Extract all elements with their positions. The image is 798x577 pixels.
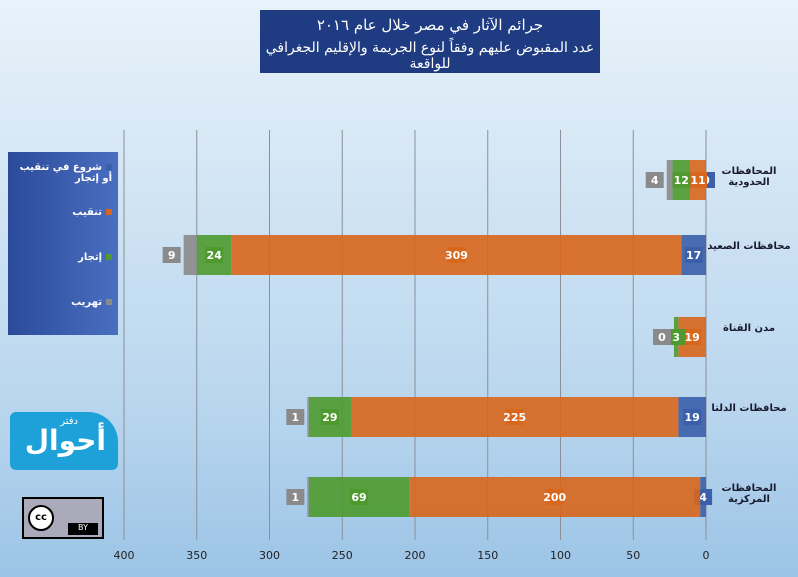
value-label-box <box>652 329 671 345</box>
category-label: محافظات الصعيد <box>707 241 791 252</box>
value-label: 12 <box>672 172 691 188</box>
value-label-text: 11 <box>690 174 705 187</box>
license-text: BY <box>68 523 98 535</box>
value-label-text: 200 <box>543 491 566 504</box>
value-label-text: 1 <box>292 411 300 424</box>
x-tick-label: 50 <box>626 549 640 562</box>
legend-swatch <box>106 254 112 260</box>
legend-label: تهريب <box>71 297 102 308</box>
value-label-text: 69 <box>351 491 366 504</box>
value-label-text: 19 <box>685 411 700 424</box>
value-label-text: 1 <box>292 491 300 504</box>
value-label-box <box>447 247 466 263</box>
logo-main: أحوال <box>24 424 106 457</box>
category-label: المحافظات الحدودية <box>721 166 777 188</box>
logo-small: دفتر <box>60 416 78 427</box>
value-label-box <box>286 409 305 425</box>
value-label-box <box>162 247 181 263</box>
legend-label: شروع في تنقيب أو إتجار <box>19 162 112 184</box>
value-label: 225 <box>503 409 526 425</box>
legend-swatch <box>106 209 112 215</box>
chart-title: جرائم الآثار في مصر خلال عام ٢٠١٦ <box>316 16 544 34</box>
value-label: 4 <box>645 172 664 188</box>
category-label: المحافظات المركزية <box>721 483 777 505</box>
value-label-box <box>205 247 224 263</box>
x-tick-label: 300 <box>259 549 280 562</box>
value-label-text: 309 <box>445 249 468 262</box>
bar-segment <box>307 477 309 517</box>
value-label: 1 <box>286 409 305 425</box>
value-label-box <box>688 172 707 188</box>
value-label: 1 <box>286 489 305 505</box>
value-label: 17 <box>684 247 703 263</box>
category-label: محافظات الدلتا <box>711 403 787 414</box>
legend-swatch <box>106 299 112 305</box>
bar-segment <box>307 397 309 437</box>
value-label-text: 24 <box>207 249 223 262</box>
x-tick-label: 350 <box>186 549 207 562</box>
value-label-box <box>683 329 702 345</box>
bar-segment <box>183 235 197 275</box>
value-label: 19 <box>683 329 702 345</box>
legend-label: إتجار <box>78 252 102 263</box>
bar-segment <box>666 160 673 200</box>
value-label-text: 12 <box>674 174 689 187</box>
value-label: 29 <box>320 409 339 425</box>
title-box: جرائم الآثار في مصر خلال عام ٢٠١٦ عدد ال… <box>260 10 600 73</box>
value-label-box <box>672 172 691 188</box>
x-tick-label: 200 <box>405 549 426 562</box>
value-label-box <box>286 489 305 505</box>
value-label-box <box>349 489 368 505</box>
value-label-text: 4 <box>699 491 707 504</box>
legend-swatch <box>106 164 112 170</box>
value-label-box <box>683 409 702 425</box>
value-label: 200 <box>543 489 567 505</box>
value-label: 3 <box>667 329 686 345</box>
category-label: مدن القناة <box>722 323 776 334</box>
value-label-text: 225 <box>503 411 526 424</box>
x-tick-label: 400 <box>114 549 135 562</box>
legend-entry: تنقيب <box>12 207 112 218</box>
x-tick-label: 250 <box>332 549 353 562</box>
legend: شروع في تنقيب أو إتجار تنقيب إتجار تهريب <box>8 152 118 335</box>
value-label: 309 <box>445 247 468 263</box>
legend-entry: شروع في تنقيب أو إتجار <box>12 162 112 184</box>
value-label-box <box>505 409 524 425</box>
value-label-text: 17 <box>686 249 701 262</box>
value-label-box <box>545 489 564 505</box>
value-label-text: 19 <box>685 331 700 344</box>
legend-label: تنقيب <box>72 207 102 218</box>
x-tick-label: 150 <box>477 549 498 562</box>
legend-entry: إتجار <box>12 252 112 263</box>
value-label: 9 <box>162 247 181 263</box>
value-label: 0 <box>652 329 671 345</box>
value-label-box <box>645 172 664 188</box>
logo: دفتر أحوال <box>10 412 118 470</box>
x-tick-label: 100 <box>550 549 571 562</box>
value-label-box <box>667 329 686 345</box>
value-label-box <box>320 409 339 425</box>
license-badge: cc BY <box>22 497 104 539</box>
legend-entry: تهريب <box>12 297 112 308</box>
x-tick-label: 0 <box>703 549 710 562</box>
value-label-text: 29 <box>322 411 337 424</box>
value-label: 24 <box>205 247 224 263</box>
value-label-box <box>684 247 703 263</box>
value-label: 19 <box>683 409 702 425</box>
value-label: 11 <box>688 172 707 188</box>
value-label-text: 0 <box>658 331 666 344</box>
chart-subtitle: عدد المقبوض عليهم وفقاً لنوع الجريمة وال… <box>265 40 595 72</box>
value-label-text: 9 <box>168 249 176 262</box>
value-label-text: 3 <box>672 331 680 344</box>
value-label-text: 4 <box>651 174 659 187</box>
value-label: 69 <box>349 489 368 505</box>
